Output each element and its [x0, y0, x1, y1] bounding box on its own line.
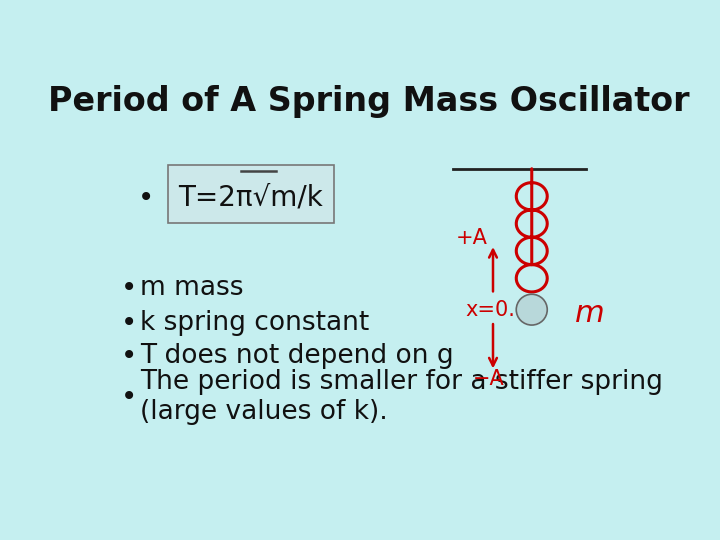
Text: •: • [138, 184, 154, 212]
Text: −A: −A [473, 369, 505, 389]
Text: T=2π√m/k: T=2π√m/k [179, 184, 323, 212]
Text: •: • [121, 274, 137, 302]
Text: m mass: m mass [140, 275, 244, 301]
Text: k spring constant: k spring constant [140, 310, 369, 336]
Text: +A: +A [455, 228, 487, 248]
Bar [168, 165, 334, 222]
Text: •: • [121, 309, 137, 337]
Text: •: • [121, 342, 137, 370]
Text: The period is smaller for a stiffer spring
(large values of k).: The period is smaller for a stiffer spri… [140, 369, 663, 426]
Text: •: • [121, 383, 137, 411]
Text: T does not depend on g: T does not depend on g [140, 343, 454, 369]
Text: x=0.: x=0. [466, 300, 516, 320]
Text: m: m [575, 299, 605, 328]
Circle shape [516, 294, 547, 325]
Text: Period of A Spring Mass Oscillator: Period of A Spring Mass Oscillator [48, 85, 690, 118]
